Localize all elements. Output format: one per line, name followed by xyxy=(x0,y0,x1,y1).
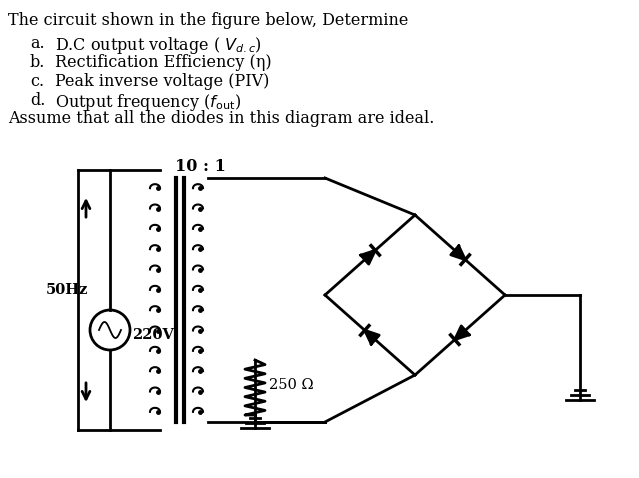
Text: Assume that all the diodes in this diagram are ideal.: Assume that all the diodes in this diagr… xyxy=(8,110,435,127)
Text: a.: a. xyxy=(30,35,45,52)
Text: 50Hz: 50Hz xyxy=(46,283,88,297)
Text: c.: c. xyxy=(30,73,44,90)
Text: d.: d. xyxy=(30,92,45,109)
Text: 220V: 220V xyxy=(132,328,174,342)
Text: 10 : 1: 10 : 1 xyxy=(174,158,226,175)
Polygon shape xyxy=(365,330,379,344)
Text: Output frequency ($f_\mathrm{out}$): Output frequency ($f_\mathrm{out}$) xyxy=(55,92,241,113)
Text: Rectification Efficiency (η): Rectification Efficiency (η) xyxy=(55,54,272,71)
Polygon shape xyxy=(455,326,469,340)
Polygon shape xyxy=(451,246,465,260)
Text: D.C output voltage ( $V_{d.c}$): D.C output voltage ( $V_{d.c}$) xyxy=(55,35,262,56)
Text: Peak inverse voltage (PIV): Peak inverse voltage (PIV) xyxy=(55,73,270,90)
Text: The circuit shown in the figure below, Determine: The circuit shown in the figure below, D… xyxy=(8,12,408,29)
Text: 250 Ω: 250 Ω xyxy=(269,378,314,392)
Polygon shape xyxy=(361,250,375,264)
Text: b.: b. xyxy=(30,54,45,71)
